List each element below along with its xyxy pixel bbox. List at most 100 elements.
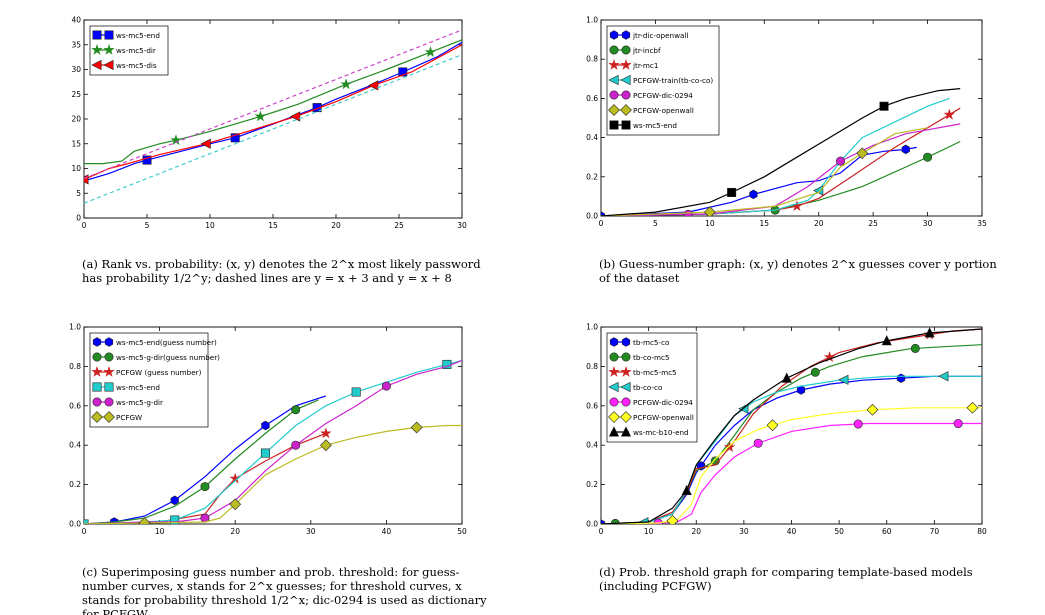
x-tick-label: 10 [705,219,715,228]
x-tick-label: 15 [268,221,278,230]
data-point-marker [938,371,949,382]
legend-label: ws-mc-b10-end [633,428,689,437]
legend-marker [621,30,631,40]
data-point-marker [601,211,606,216]
x-tick-label: 20 [230,527,240,536]
legend-marker [620,426,632,437]
legend-marker [621,120,631,130]
series-line-ws-mc5-end [601,88,961,216]
figure-caption: (b) Guess-number graph: (x, y) denotes 2… [599,257,997,285]
legend-label: PCFGW-dic-0294 [633,398,693,407]
x-tick-label: 25 [394,221,404,230]
legend: ws-mc5-end ws-mc5-dir ws-mc5-dis [89,25,169,76]
data-point-marker [838,374,849,385]
legend-marker [103,365,115,377]
legend-label: jtr-incbf [632,46,661,55]
series-group [84,29,462,204]
data-point-marker [229,498,242,511]
legend-label: ws-mc5-end [633,121,677,130]
series-line-pcfgw-train-tb-co-co- [601,97,950,216]
x-tick-label: 50 [834,527,844,536]
series-line-pcfgw-openwall [601,407,982,524]
legend-marker [91,43,103,55]
legend-marker [620,74,631,86]
data-point-marker [601,519,606,524]
legend-label: ws-mc5-g-dir(guess number) [116,353,220,362]
legend-label: jtr-mc1 [632,61,658,70]
legend-marker [91,411,103,423]
legend-entry: PCFGW-train(tb-co-co) [608,74,713,86]
legend-marker [608,411,620,423]
data-point-marker [320,439,332,452]
y-tick-label: 0.2 [586,480,598,489]
legend-entry: PCFGW-openwall [608,104,694,116]
data-point-marker [866,403,879,416]
data-point-marker [254,110,267,122]
legend-entry: tb-co-co [608,381,662,393]
data-point-marker [879,101,889,111]
x-tick-label: 30 [457,221,467,230]
figure-caption: (c) Superimposing guess number and prob.… [82,565,487,615]
data-point-marker [749,189,758,200]
legend-label: ws-mc5-end(guess number) [116,338,217,347]
legend-entry: tb-mc5-mc5 [608,365,677,377]
legend-label: ws-mc5-end [116,31,160,40]
legend-marker [609,337,619,347]
legend-marker [92,382,102,392]
legend-entry: ws-mc-b10-end [608,426,689,437]
legend-label: jtr-dic-openwall [632,31,688,40]
data-point-marker [683,209,693,216]
legend: tb-mc5-co tb-co-mc5 tb-mc5-mc5 tb-co-co PCFG… [606,332,698,443]
data-point-marker [810,367,820,377]
series-line-ws-mc5-end [84,41,462,182]
legend-label: ws-mc5-g-dir [116,398,163,407]
x-tick-label: 5 [653,219,658,228]
data-point-marker [943,108,956,120]
legend-marker [609,90,619,100]
legend-marker [92,352,102,362]
data-point-marker [703,206,716,216]
data-point-marker [410,421,423,434]
x-tick-label: 25 [868,219,878,228]
legend-entry: tb-co-mc5 [609,352,670,362]
legend-entry: ws-mc5-dis [91,59,157,71]
data-point-marker [424,46,437,58]
legend-marker [620,58,632,70]
data-point-marker [835,156,845,166]
legend-marker [104,382,114,392]
y-tick-label: 20 [71,115,81,124]
y-tick-label: 0.4 [586,133,598,142]
x-tick-label: 30 [739,527,749,536]
dashed-reference-line-4 [84,54,462,204]
data-point-marker [953,419,963,429]
legend: ws-mc5-end(guess number) ws-mc5-g-dir(gue… [89,332,220,428]
data-point-marker [260,448,270,458]
figure-caption: (a) Rank vs. probability: (x, y) denotes… [82,257,481,285]
legend-entry: PCFGW [91,411,142,423]
x-tick-label: 80 [977,527,987,536]
chart-panel-d: 0 10 20 30 40 50 60 70 80 0.0 0.2 0.4 0.6 0.8 1.0 tb-mc… [586,323,987,594]
data-point-marker [320,427,332,439]
y-tick-label: 0.8 [586,55,598,64]
y-tick-label: 0.0 [586,212,598,221]
data-point-marker [753,438,763,448]
x-tick-label: 10 [155,527,165,536]
legend-label: ws-mc5-dir [116,46,156,55]
y-tick-label: 0.8 [69,362,81,371]
x-tick-label: 60 [882,527,892,536]
y-tick-label: 0.0 [69,520,81,529]
legend-marker [608,426,620,437]
x-tick-label: 70 [930,527,940,536]
legend-marker [609,30,619,40]
caption-text: (a) Rank vs. probability: (x, y) denotes… [82,257,481,285]
legend-entry: ws-mc5-dir [91,43,156,55]
series-line-ws-mc5-dir [84,39,462,165]
legend-label: PCFGW-dic-0294 [633,91,693,100]
data-point-marker [723,441,736,453]
legend-marker [608,381,619,393]
legend-label: PCFGW-openwall [633,106,694,115]
legend-entry: jtr-dic-openwall [609,30,688,40]
caption-text: (c) Superimposing guess number and prob.… [82,565,487,615]
legend: jtr-dic-openwall jtr-incbf jtr-mc1 PCFGW-tr… [606,25,720,136]
legend-label: PCFGW (guess number) [116,368,202,377]
